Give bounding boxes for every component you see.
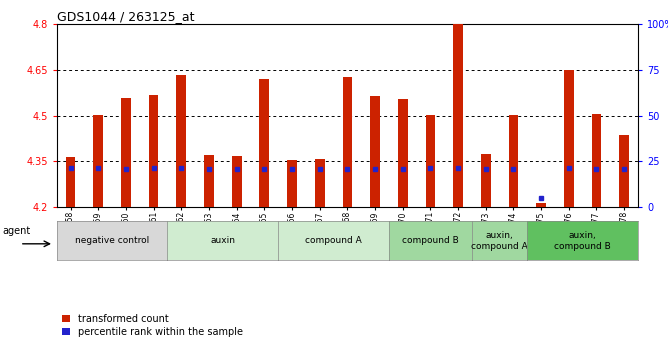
Bar <box>508 115 518 207</box>
Bar <box>398 99 407 207</box>
Text: compound A: compound A <box>305 236 362 245</box>
Bar <box>592 114 601 207</box>
Bar <box>65 157 75 207</box>
Bar <box>343 77 352 207</box>
Bar <box>121 98 131 207</box>
Text: GDS1044 / 263125_at: GDS1044 / 263125_at <box>57 10 194 23</box>
Bar <box>536 203 546 207</box>
Text: auxin: auxin <box>210 236 235 245</box>
Bar <box>259 79 269 207</box>
Bar <box>481 154 490 207</box>
Bar <box>564 70 574 207</box>
Bar <box>619 135 629 207</box>
Text: agent: agent <box>3 226 31 236</box>
Bar <box>453 18 463 207</box>
Text: auxin,
compound A: auxin, compound A <box>471 230 528 251</box>
Bar <box>287 160 297 207</box>
Bar <box>315 159 325 207</box>
Bar <box>94 115 103 207</box>
Bar <box>176 75 186 207</box>
Bar <box>232 156 242 207</box>
Legend: transformed count, percentile rank within the sample: transformed count, percentile rank withi… <box>61 314 243 337</box>
Text: negative control: negative control <box>75 236 149 245</box>
Text: compound B: compound B <box>402 236 459 245</box>
Bar <box>204 155 214 207</box>
Bar <box>426 115 436 207</box>
Text: auxin,
compound B: auxin, compound B <box>554 230 611 251</box>
Bar <box>370 96 380 207</box>
Bar <box>149 95 158 207</box>
